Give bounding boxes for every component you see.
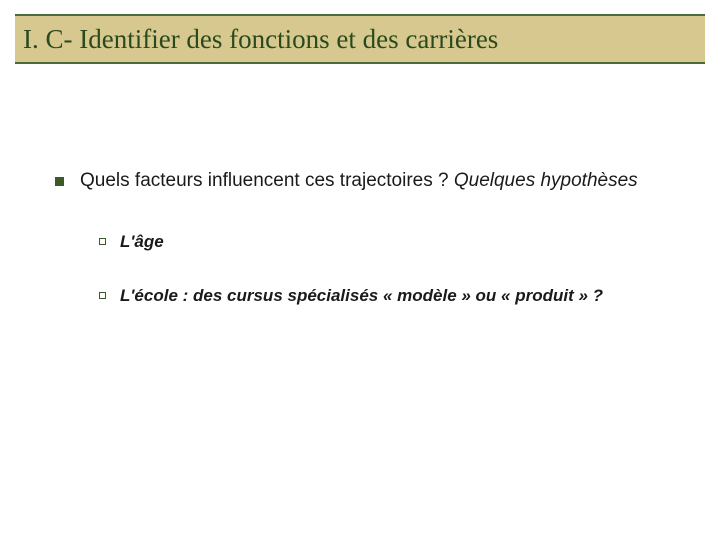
sub-list: L'âge L'école : des cursus spécialisés «… [99, 232, 680, 306]
main-bullet-line: Quels facteurs influencent ces trajectoi… [55, 170, 680, 192]
hollow-square-bullet-icon [99, 292, 106, 299]
title-bar: I. C- Identifier des fonctions et des ca… [15, 14, 705, 64]
slide: I. C- Identifier des fonctions et des ca… [0, 0, 720, 540]
square-bullet-icon [55, 177, 64, 186]
sub-bullet-line: L'âge [99, 232, 680, 252]
sub-bullet-text: L'âge [120, 232, 164, 252]
sub-bullet-text: L'école : des cursus spécialisés « modèl… [120, 286, 603, 306]
sub-bullet-line: L'école : des cursus spécialisés « modèl… [99, 286, 680, 306]
main-text-italic: Quelques hypothèses [454, 170, 638, 191]
main-text-prefix: Quels facteurs influencent ces trajectoi… [80, 170, 454, 191]
hollow-square-bullet-icon [99, 238, 106, 245]
slide-title: I. C- Identifier des fonctions et des ca… [23, 24, 498, 55]
content-area: Quels facteurs influencent ces trajectoi… [55, 170, 680, 340]
main-bullet-text: Quels facteurs influencent ces trajectoi… [80, 170, 638, 192]
